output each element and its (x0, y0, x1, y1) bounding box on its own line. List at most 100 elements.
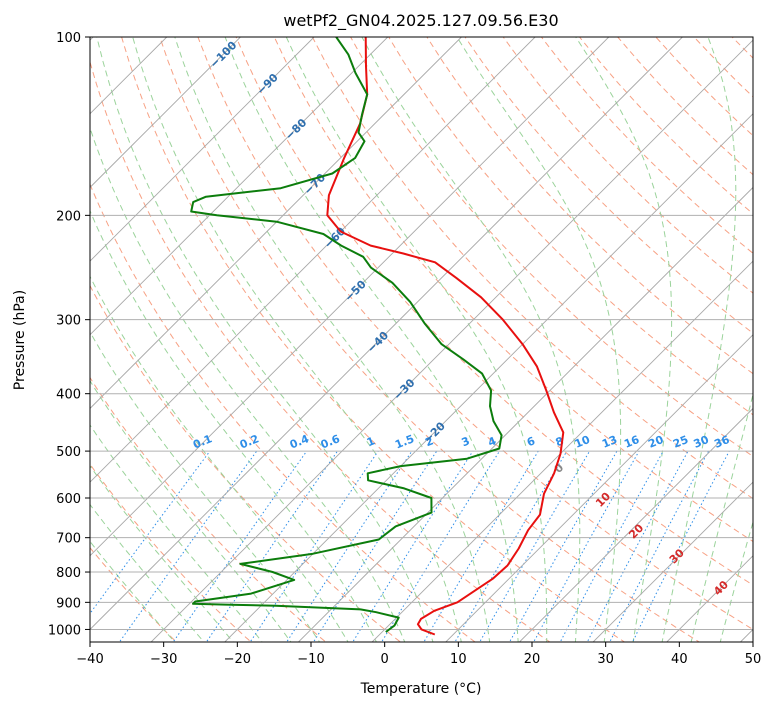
isotherm-line (90, 37, 683, 631)
isotherm-line (445, 334, 753, 642)
temperature-profile (326, 37, 565, 636)
isotherm-line (519, 407, 753, 642)
isotherm-line (90, 37, 462, 410)
y-tick-label: 1000 (48, 623, 81, 638)
moist-adiabat (719, 520, 753, 642)
mixing-ratio-label: 13 (600, 433, 619, 451)
mixing-ratio-label: 3 (460, 434, 472, 449)
isobar-grid (90, 37, 753, 630)
isotherm-grid (90, 37, 753, 642)
x-axis-label: Temperature (°C) (360, 681, 482, 697)
dry-adiabat (350, 37, 753, 458)
y-tick-label: 700 (56, 532, 81, 547)
mixing-ratio-line (90, 450, 211, 615)
mixing-ratio-label: 16 (622, 433, 641, 451)
y-axis: 1000 900 800 700 600 500 400 300 200 100 (48, 31, 90, 638)
moist-adiabat (90, 465, 234, 642)
moist-adiabat (361, 37, 581, 642)
mixing-ratio-line (381, 450, 500, 642)
plot-frame (89, 36, 754, 643)
mixing-ratio-line (609, 450, 709, 642)
dry-adiabat (90, 60, 551, 642)
moist-adiabat (90, 209, 377, 642)
x-tick-label: −40 (76, 652, 103, 667)
mixing-ratio-label: 20 (646, 433, 665, 451)
dry-adiabat (197, 37, 753, 630)
y-tick-label: 300 (56, 314, 81, 329)
moist-adiabats (90, 37, 753, 642)
moist-adiabat (132, 37, 462, 642)
dry-adiabat (90, 546, 178, 642)
moist-adiabat (90, 126, 406, 642)
x-tick-label: −30 (150, 652, 177, 667)
isotherm-line (90, 37, 389, 336)
y-tick-label: 100 (56, 31, 81, 46)
y-axis-label: Pressure (hPa) (12, 290, 28, 390)
mixing-ratio-label: 25 (671, 433, 690, 451)
mixing-ratio-line (352, 450, 474, 642)
mixing-ratio-label: 30 (692, 433, 711, 451)
dry-adiabat (502, 37, 753, 294)
mixing-ratio-line (249, 450, 379, 642)
x-tick-label: 30 (597, 652, 614, 667)
y-tick-label: 600 (56, 492, 81, 507)
moist-adiabat (90, 424, 263, 642)
dry-adiabat (311, 37, 753, 500)
mixing-ratio-line (454, 450, 568, 642)
y-tick-label: 900 (56, 596, 81, 611)
mixing-ratio-line (559, 450, 664, 642)
x-tick-label: 20 (524, 652, 541, 667)
isotherm-line (90, 37, 536, 483)
dry-adiabat (235, 37, 753, 586)
x-tick-label: 40 (671, 652, 688, 667)
isotherm-line (224, 113, 753, 642)
y-tick-label: 500 (56, 445, 81, 460)
mixing-ratio-label: 8 (554, 434, 566, 449)
mixing-ratio-line (286, 450, 413, 642)
x-tick-label: −10 (297, 652, 324, 667)
dewpoint-profile (190, 37, 503, 633)
dry-adiabat (90, 463, 252, 642)
mixing-ratio-line (205, 450, 338, 642)
y-tick-label: 200 (56, 209, 81, 224)
moist-adiabat (690, 392, 753, 642)
isotherm-line (90, 37, 315, 262)
x-axis: −40 −30 −20 −10 0 10 20 30 40 50 (76, 642, 761, 667)
moist-adiabat (96, 37, 434, 642)
mixing-ratio-line (172, 450, 308, 642)
y-tick-label: 400 (56, 388, 81, 403)
moist-adiabat (285, 37, 548, 642)
isotherm-line (90, 37, 241, 189)
mixing-ratio-label: 2 (423, 434, 435, 449)
moist-adiabat (90, 275, 349, 642)
x-tick-label: 0 (381, 652, 389, 667)
isotherm-line (371, 260, 753, 642)
mixing-ratio-lines (90, 450, 730, 642)
dry-adiabat (90, 376, 327, 642)
moist-adiabat (174, 37, 491, 642)
moist-adiabat (575, 37, 673, 642)
dry-adiabat (159, 37, 701, 642)
x-tick-label: −20 (224, 652, 251, 667)
x-tick-label: 50 (745, 652, 762, 667)
x-tick-label: 10 (450, 652, 467, 667)
isotherm-line (90, 37, 610, 557)
dry-adiabat (121, 37, 626, 642)
mixing-ratio-label: 36 (712, 433, 731, 451)
moist-adiabat (456, 37, 622, 642)
isotherm-line (298, 186, 753, 642)
isotherm-line (592, 481, 753, 642)
mixing-ratio-label: 10 (573, 433, 592, 451)
mixing-ratio-label: 1 (365, 434, 377, 449)
mixing-ratio-line (118, 450, 258, 642)
isotherm-line (150, 39, 753, 642)
moist-adiabat (90, 379, 292, 642)
y-tick-label: 800 (56, 566, 81, 581)
mixing-ratio-line (312, 450, 438, 642)
chart-title: wetPf2_GN04.2025.127.09.56.E30 (283, 11, 558, 31)
moist-adiabat (661, 37, 737, 642)
mixing-ratio-line (586, 450, 689, 642)
moist-adiabat (90, 330, 321, 642)
plot-background (90, 37, 753, 642)
